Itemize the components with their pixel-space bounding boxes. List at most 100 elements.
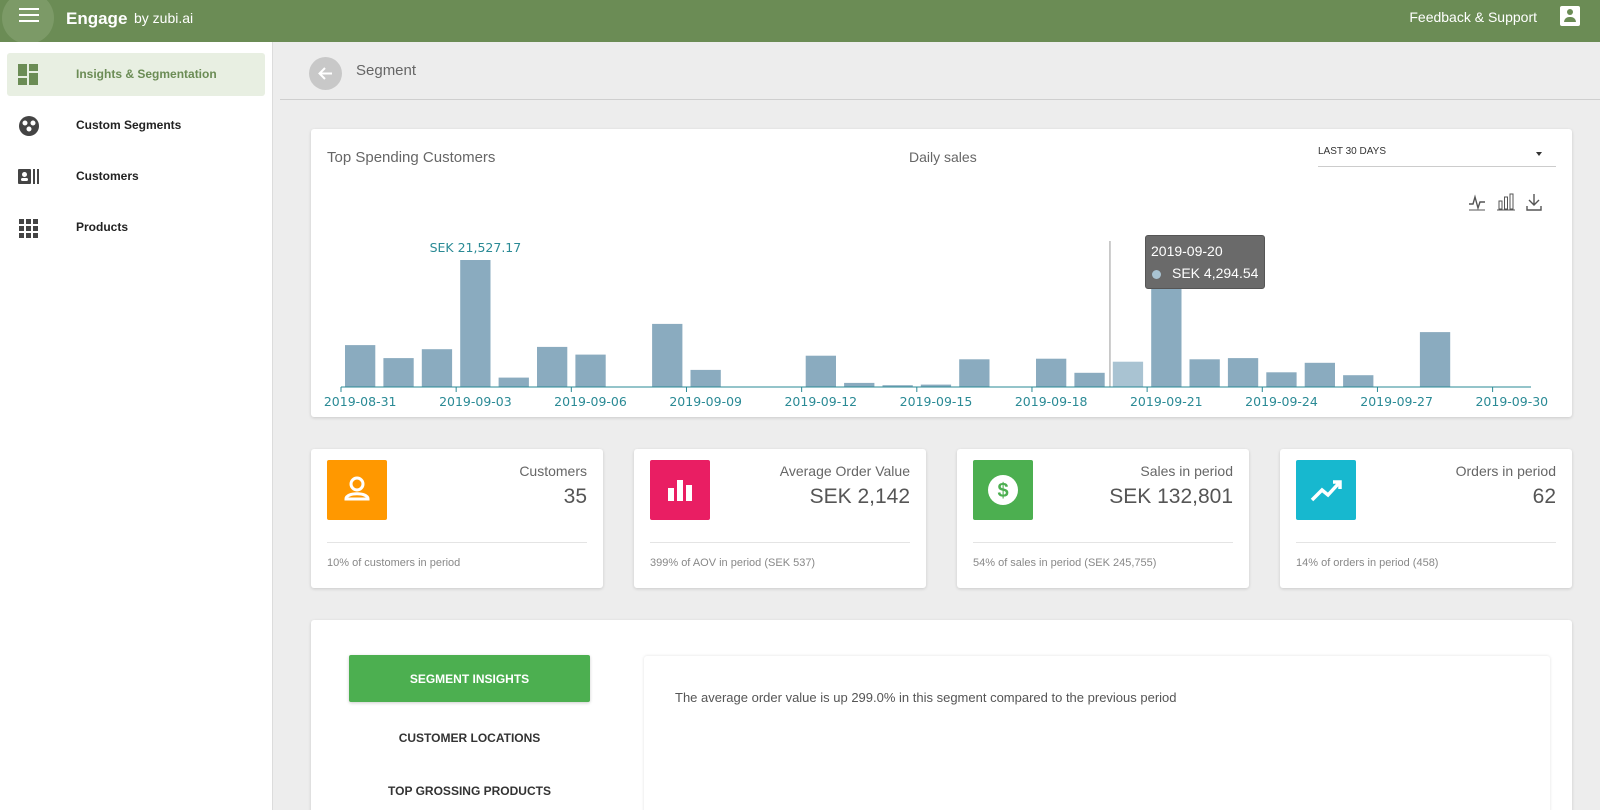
chart-bar[interactable]: [920, 384, 952, 387]
line-chart-icon[interactable]: [1467, 192, 1487, 212]
bar-chart-icon[interactable]: [1496, 192, 1516, 212]
contacts-list-icon: [18, 169, 39, 184]
insight-text: The average order value is up 299.0% in …: [675, 690, 1177, 705]
sidebar-item-customers[interactable]: Customers: [7, 155, 265, 198]
chart-bar[interactable]: [1036, 358, 1067, 387]
kpi-value: SEK 2,142: [809, 485, 910, 508]
chart-bar[interactable]: [1189, 359, 1220, 387]
sidebar-item-label: Customers: [76, 169, 139, 183]
kpi-footnote: 10% of customers in period: [327, 557, 461, 569]
chart-bar[interactable]: [652, 323, 683, 387]
kpi-card-customers: Customers 35 10% of customers in period: [311, 449, 603, 588]
arrow-back-icon: [318, 67, 332, 80]
kpi-title: Sales in period: [1140, 463, 1233, 479]
hamburger-menu-icon[interactable]: [2, 0, 54, 44]
x-tick-label: 2019-09-06: [554, 394, 627, 409]
chart-bar[interactable]: [498, 377, 529, 387]
dollar-icon: $: [973, 460, 1033, 520]
sidebar-item-label: Products: [76, 220, 129, 234]
x-tick-label: 2019-09-21: [1130, 394, 1203, 409]
chart-bar[interactable]: [1112, 361, 1144, 387]
tooltip-dot: [1152, 270, 1161, 279]
x-tick-label: 2019-09-18: [1015, 394, 1088, 409]
chart-bar[interactable]: [1304, 362, 1335, 387]
chart-bar[interactable]: [575, 354, 606, 387]
x-tick-label: 2019-09-03: [439, 394, 512, 409]
x-tick-label: 2019-09-30: [1475, 394, 1548, 409]
daily-sales-chart[interactable]: 2019-08-31 2019-09-03 2019-09-06 2019-09-09…: [311, 129, 1572, 417]
chart-bar[interactable]: [844, 382, 875, 387]
kpi-value: 62: [1532, 485, 1556, 508]
chart-subtitle: Daily sales: [909, 149, 977, 165]
group-segment-icon: [19, 116, 39, 136]
download-icon[interactable]: [1524, 192, 1544, 212]
chart-bar[interactable]: [383, 358, 414, 387]
feedback-support-link[interactable]: Feedback & Support: [1409, 9, 1537, 25]
kpi-footnote: 14% of orders in period (458): [1296, 557, 1439, 569]
kpi-title: Customers: [519, 463, 587, 479]
chart-bar[interactable]: [1227, 358, 1259, 387]
chart-bar[interactable]: [805, 355, 836, 387]
period-select[interactable]: LAST 30 DAYS: [1318, 143, 1556, 167]
chart-bar[interactable]: [690, 369, 721, 387]
chart-bar[interactable]: [421, 349, 453, 387]
trending-up-icon: [1296, 460, 1356, 520]
chart-tooltip: 2019-09-20 SEK 4,294.54: [1145, 235, 1265, 289]
x-tick-label: 2019-09-27: [1360, 394, 1433, 409]
kpi-card-orders: Orders in period 62 14% of orders in per…: [1280, 449, 1572, 588]
sidebar-item-insights[interactable]: Insights & Segmentation: [7, 53, 265, 96]
period-select-value: LAST 30 DAYS: [1318, 146, 1386, 157]
page-header: Segment: [280, 42, 1600, 100]
kpi-value: 35: [563, 485, 587, 508]
chart-bar[interactable]: [1151, 288, 1182, 388]
sidebar-item-label: Custom Segments: [76, 118, 182, 132]
brand-name[interactable]: Engage: [66, 9, 128, 28]
kpi-title: Orders in period: [1455, 463, 1556, 479]
kpi-footnote: 54% of sales in period (SEK 245,755): [973, 557, 1157, 569]
chart-bar[interactable]: [537, 346, 568, 387]
x-tick-label: 2019-09-12: [784, 394, 857, 409]
divider: [973, 542, 1233, 543]
sidebar-item-custom-segments[interactable]: Custom Segments: [7, 104, 265, 147]
max-value-label: SEK 21,527.17: [430, 240, 522, 255]
top-grossing-products-button[interactable]: TOP GROSSING PRODUCTS: [388, 784, 551, 798]
tooltip-value: SEK 4,294.54: [1172, 265, 1259, 281]
kpi-title: Average Order Value: [779, 463, 910, 479]
x-tick-label: 2019-09-15: [900, 394, 973, 409]
top-app-bar: Engage by zubi.ai Feedback & Support: [0, 0, 1600, 44]
chart-bar[interactable]: [1419, 332, 1451, 387]
chevron-down-icon: [1536, 152, 1542, 156]
chart-bar[interactable]: [345, 345, 376, 387]
x-tick-label: 2019-08-31: [324, 394, 397, 409]
dashboard-icon: [18, 64, 38, 85]
chart-bar[interactable]: [1343, 375, 1374, 387]
segment-insights-button[interactable]: SEGMENT INSIGHTS: [349, 655, 590, 702]
chart-card: Top Spending Customers Daily sales LAST …: [311, 129, 1572, 417]
chart-bar[interactable]: [959, 359, 990, 387]
kpi-value: SEK 132,801: [1109, 485, 1233, 508]
chart-bar[interactable]: [882, 385, 913, 387]
chart-bar[interactable]: [1266, 372, 1297, 387]
insight-panel: The average order value is up 299.0% in …: [644, 656, 1550, 810]
chart-bar[interactable]: [1074, 372, 1105, 387]
x-tick-label: 2019-09-24: [1245, 394, 1318, 409]
kpi-footnote: 399% of AOV in period (SEK 537): [650, 557, 816, 569]
segment-card: SEGMENT INSIGHTS CUSTOMER LOCATIONS TOP …: [311, 620, 1572, 810]
sidebar: Insights & Segmentation Custom Segments …: [0, 42, 273, 810]
svg-text:$: $: [997, 480, 1008, 502]
divider: [1296, 542, 1556, 543]
brand-byline: by zubi.ai: [134, 10, 194, 26]
kpi-card-aov: Average Order Value SEK 2,142 399% of AO…: [634, 449, 926, 588]
account-box-icon[interactable]: [1560, 6, 1580, 26]
customer-locations-button[interactable]: CUSTOMER LOCATIONS: [398, 731, 541, 745]
person-icon: [327, 460, 387, 520]
chart-bar[interactable]: [460, 260, 491, 387]
kpi-card-sales: $ Sales in period SEK 132,801 54% of sal…: [957, 449, 1249, 588]
chart-title: Top Spending Customers: [327, 149, 496, 166]
tooltip-date: 2019-09-20: [1151, 243, 1223, 259]
sidebar-item-products[interactable]: Products: [7, 206, 265, 249]
sidebar-item-label: Insights & Segmentation: [76, 67, 217, 81]
divider: [327, 542, 587, 543]
bar-chart-icon: [650, 460, 710, 520]
back-button[interactable]: [309, 57, 342, 90]
